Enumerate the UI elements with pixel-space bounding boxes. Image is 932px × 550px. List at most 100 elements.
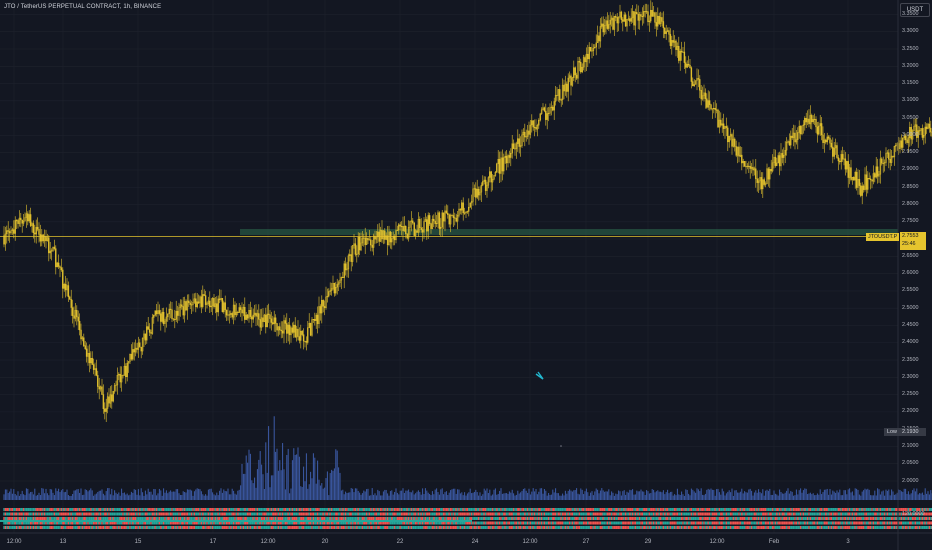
indicator-cell [204, 508, 207, 511]
candle-body [840, 154, 842, 163]
candle-body [330, 288, 333, 291]
candle-body [181, 304, 183, 307]
volume-bar [634, 494, 636, 500]
indicator-cell [711, 508, 714, 511]
volume-bar [325, 478, 327, 500]
indicator-cell [573, 526, 575, 529]
indicator-cell [174, 521, 176, 525]
candle-body [351, 245, 354, 262]
indicator-cell [435, 508, 438, 511]
indicator-cell [692, 521, 694, 525]
indicator-cell [304, 517, 306, 520]
indicator-cell [440, 517, 442, 520]
candle-body [787, 141, 789, 143]
indicator-cell [241, 508, 243, 511]
candle-body [206, 303, 208, 305]
indicator-cell [230, 508, 232, 511]
indicator-cell [395, 512, 397, 516]
indicator-cell [97, 512, 99, 516]
indicator-cell [582, 521, 585, 525]
indicator-cell [508, 512, 511, 516]
candle-body [910, 127, 912, 140]
volume-bar [851, 491, 853, 500]
indicator-cell [330, 526, 333, 529]
indicator-cell [39, 517, 42, 520]
indicator-cell [6, 508, 8, 511]
indicator-cell [134, 521, 137, 525]
indicator-cell [356, 512, 358, 516]
indicator-cell [105, 512, 107, 516]
candle-body [279, 326, 281, 331]
indicator-cell [169, 517, 172, 520]
indicator-cell [476, 512, 478, 516]
indicator-cell [673, 508, 676, 511]
indicator-cell [113, 517, 116, 520]
volume-bar [664, 494, 666, 500]
volume-bar [861, 491, 863, 500]
indicator-cell [200, 526, 203, 529]
indicator-cell [165, 517, 168, 520]
indicator-cell [62, 508, 64, 511]
indicator-cell [508, 517, 511, 520]
indicator-cell [322, 521, 324, 525]
indicator-cell [480, 508, 483, 511]
indicator-cell [49, 517, 51, 520]
indicator-cell [377, 517, 379, 520]
indicator-cell [181, 521, 183, 525]
indicator-cell [199, 508, 201, 511]
volume-bar [643, 491, 645, 500]
indicator-cell [584, 512, 586, 516]
indicator-cell [76, 526, 78, 529]
indicator-cell [311, 512, 313, 516]
indicator-cell [127, 521, 130, 525]
volume-bar [235, 494, 237, 500]
indicator-cell [322, 512, 324, 516]
indicator-cell [556, 526, 558, 529]
indicator-cell [623, 508, 625, 511]
volume-bar [585, 488, 587, 500]
indicator-cell [469, 521, 471, 525]
volume-bar [823, 489, 825, 500]
indicator-cell [662, 512, 665, 516]
indicator-cell [43, 526, 46, 529]
candle-body [924, 126, 926, 136]
indicator-cell [441, 526, 443, 529]
indicator-cell [322, 517, 324, 520]
indicator-cell [270, 517, 273, 520]
volume-bar [744, 491, 746, 500]
indicator-cell [577, 521, 579, 525]
indicator-cell [648, 526, 651, 529]
indicator-cell [24, 526, 26, 529]
candle-body [923, 135, 925, 138]
volume-bar [419, 491, 421, 500]
candle-body [452, 215, 455, 218]
indicator-cell [113, 508, 116, 511]
indicator-cell [395, 521, 397, 525]
candle-body [609, 19, 611, 25]
indicator-cell [372, 508, 375, 511]
volume-bar [790, 491, 792, 500]
candle-body [687, 64, 690, 66]
volume-bar [65, 491, 67, 500]
indicator-cell [363, 526, 365, 529]
indicator-cell [609, 512, 611, 516]
indicator-cell [358, 526, 361, 529]
indicator-cell [643, 521, 645, 525]
indicator-cell [111, 512, 113, 516]
volume-bar [647, 491, 649, 500]
candle-body [25, 213, 28, 218]
indicator-cell [94, 526, 96, 529]
indicator-cell [638, 517, 641, 520]
indicator-cell [592, 517, 595, 520]
candle-body [230, 313, 232, 315]
volume-bar [807, 494, 809, 500]
indicator-cell [118, 517, 120, 520]
candle-body [655, 22, 658, 27]
indicator-cell [469, 512, 471, 516]
indicator-cell [84, 508, 86, 511]
indicator-cell [197, 508, 200, 511]
indicator-cell [168, 508, 170, 511]
indicator-cell [252, 521, 254, 525]
volume-bar [550, 494, 552, 500]
